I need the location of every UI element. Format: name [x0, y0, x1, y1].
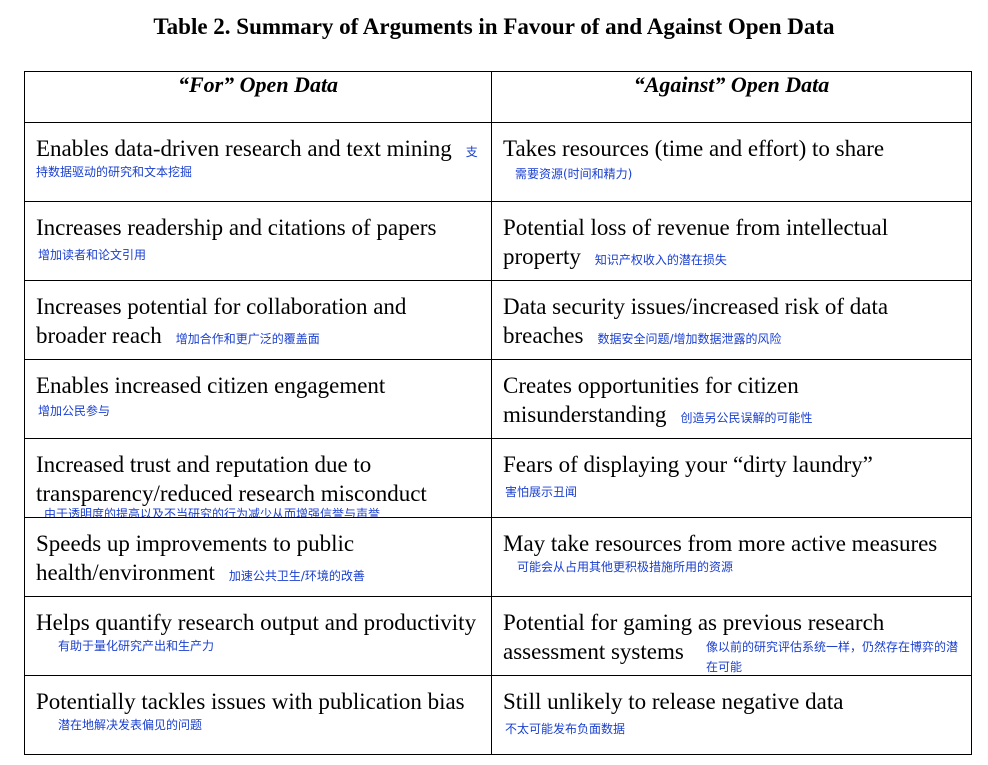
for-cell: Increases readership and citations of pa… [24, 201, 492, 281]
header-for: “For” Open Data [24, 71, 492, 123]
for-text: Increases readership and citations of pa… [36, 215, 437, 240]
table-row: Increased trust and reputation due to tr… [24, 438, 972, 518]
table-header-row: “For” Open Data “Against” Open Data [24, 71, 972, 123]
for-cell: Speeds up improvements to public health/… [24, 517, 492, 597]
against-text: Takes resources (time and effort) to sha… [503, 136, 885, 161]
against-text: Data security issues/increased risk of d… [503, 294, 889, 348]
for-text: Helps quantify research output and produ… [36, 610, 477, 635]
against-cell: Fears of displaying your “dirty laundry”… [491, 438, 972, 518]
table-row: Speeds up improvements to public health/… [24, 517, 972, 597]
for-text: Enables data-driven research and text mi… [36, 136, 452, 161]
for-text: Speeds up improvements to public health/… [36, 531, 355, 585]
against-translation: 害怕展示丑闻 [505, 485, 578, 499]
for-translation: 加速公共卫生/环境的改善 [228, 569, 365, 583]
against-translation: 可能会从占用其他更积极措施所用的资源 [517, 560, 734, 574]
table-row: Enables increased citizen engagement 增加公… [24, 359, 972, 439]
for-cell: Helps quantify research output and produ… [24, 596, 492, 676]
against-cell: Takes resources (time and effort) to sha… [491, 122, 972, 202]
table-title: Table 2. Summary of Arguments in Favour … [153, 14, 835, 39]
against-text: May take resources from more active meas… [503, 531, 938, 556]
against-cell: Still unlikely to release negative data … [491, 675, 972, 755]
against-translation: 需要资源(时间和精力) [515, 167, 633, 181]
table-row: Helps quantify research output and produ… [24, 596, 972, 676]
for-cell: Enables increased citizen engagement 增加公… [24, 359, 492, 439]
for-translation: 增加合作和更广泛的覆盖面 [175, 332, 320, 346]
for-text: Increased trust and reputation due to tr… [36, 452, 427, 506]
against-cell: Data security issues/increased risk of d… [491, 280, 972, 360]
against-cell: Potential loss of revenue from intellect… [491, 201, 972, 281]
against-cell: Potential for gaming as previous researc… [491, 596, 972, 676]
against-translation: 创造另公民误解的可能性 [680, 411, 813, 425]
against-text: Creates opportunities for citizen misund… [503, 373, 799, 427]
table-row: Increases readership and citations of pa… [24, 201, 972, 281]
for-translation: 有助于量化研究产出和生产力 [58, 639, 215, 653]
header-against: “Against” Open Data [491, 71, 972, 123]
against-cell: Creates opportunities for citizen misund… [491, 359, 972, 439]
table-row: Potentially tackles issues with publicat… [24, 675, 972, 755]
against-text: Fears of displaying your “dirty laundry” [503, 452, 873, 477]
against-text: Potential for gaming as previous researc… [503, 610, 885, 664]
for-translation: 潜在地解决发表偏见的问题 [58, 718, 203, 732]
for-cell: Increased trust and reputation due to tr… [24, 438, 492, 518]
against-text: Potential loss of revenue from intellect… [503, 215, 889, 269]
arguments-table: “For” Open Data “Against” Open Data Enab… [24, 71, 972, 755]
for-text: Increases potential for collaboration an… [36, 294, 407, 348]
for-cell: Increases potential for collaboration an… [24, 280, 492, 360]
against-cell: May take resources from more active meas… [491, 517, 972, 597]
against-translation: 数据安全问题/增加数据泄露的风险 [597, 332, 782, 346]
for-cell: Enables data-driven research and text mi… [24, 122, 492, 202]
for-cell: Potentially tackles issues with publicat… [24, 675, 492, 755]
table-row: Enables data-driven research and text mi… [24, 122, 972, 202]
for-translation: 由于透明度的提高以及不当研究的行为减少从而增强信誉与声誉 [44, 507, 381, 518]
for-translation: 增加公民参与 [38, 404, 111, 418]
against-translation: 不太可能发布负面数据 [505, 722, 626, 736]
for-text: Enables increased citizen engagement [36, 373, 386, 398]
against-translation: 像以前的研究评估系统一样，仍然存在博弈的潜在可能 [706, 640, 959, 674]
against-text: Still unlikely to release negative data [503, 689, 844, 714]
for-translation: 增加读者和论文引用 [38, 248, 147, 262]
for-text: Potentially tackles issues with publicat… [36, 689, 465, 714]
against-translation: 知识产权收入的潜在损失 [594, 253, 727, 267]
table-row: Increases potential for collaboration an… [24, 280, 972, 360]
for-translation: 支持数据驱动的研究和文本挖掘 [36, 145, 478, 179]
